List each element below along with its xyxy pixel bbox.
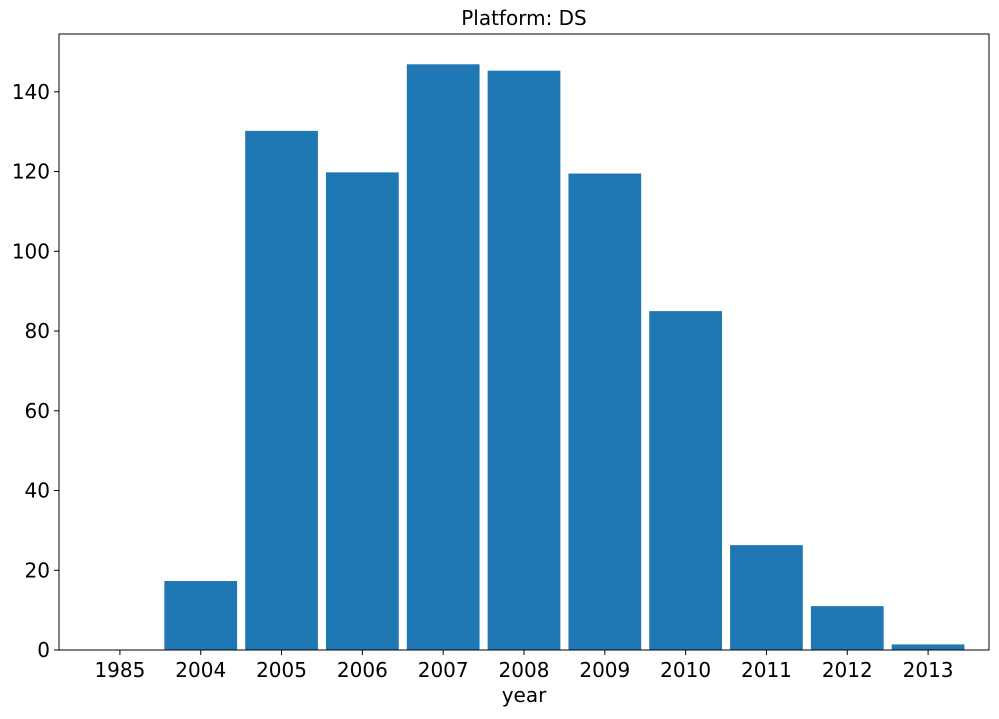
x-tick-label: 1985 <box>94 658 145 682</box>
x-tick-label: 2013 <box>903 658 954 682</box>
x-tick-label: 2005 <box>256 658 307 682</box>
bar-2008 <box>488 71 561 650</box>
x-tick-label: 2010 <box>660 658 711 682</box>
y-tick-label: 60 <box>25 399 50 423</box>
bars-group <box>84 64 965 650</box>
bar-2010 <box>649 311 722 650</box>
x-tick-label: 2004 <box>175 658 226 682</box>
x-axis-label: year <box>502 683 547 707</box>
y-tick-label: 120 <box>12 160 50 184</box>
x-axis: 1985 2004 2005 2006 2007 2008 2009 2010 2011 2012… <box>94 650 953 682</box>
y-tick-label: 100 <box>12 239 50 263</box>
y-tick-label: 40 <box>25 479 50 503</box>
y-tick-label: 140 <box>12 80 50 104</box>
bar-2009 <box>568 174 641 650</box>
bar-2006 <box>326 172 399 650</box>
bar-2004 <box>164 581 237 650</box>
y-tick-label: 20 <box>25 558 50 582</box>
y-tick-label: 0 <box>37 638 50 662</box>
x-tick-label: 2009 <box>579 658 630 682</box>
chart-title: Platform: DS <box>461 6 587 30</box>
bar-2012 <box>811 606 884 650</box>
x-tick-label: 2008 <box>499 658 550 682</box>
x-tick-label: 2006 <box>337 658 388 682</box>
x-tick-label: 2007 <box>418 658 469 682</box>
bar-2005 <box>245 131 318 650</box>
bar-2011 <box>730 545 803 650</box>
x-tick-label: 2012 <box>822 658 873 682</box>
y-axis: 0 20 40 60 80 100 120 140 <box>12 80 59 662</box>
y-tick-label: 80 <box>25 319 50 343</box>
x-tick-label: 2011 <box>741 658 792 682</box>
bar-2007 <box>407 64 480 650</box>
bar-2013 <box>892 644 965 650</box>
